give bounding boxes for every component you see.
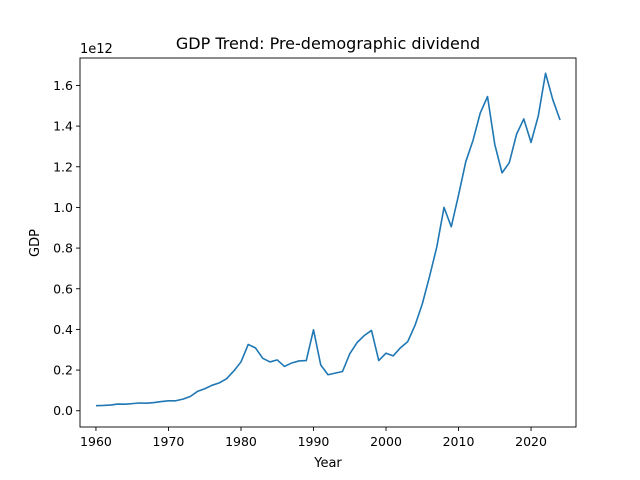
x-tick-label: 2010 bbox=[443, 434, 475, 449]
y-tick-label: 1.6 bbox=[53, 78, 73, 93]
y-axis-offset-label: 1e12 bbox=[80, 42, 113, 57]
x-tick-label: 2020 bbox=[515, 434, 547, 449]
x-axis: 1960 1970 1980 1990 2000 2010 2020 bbox=[80, 427, 547, 449]
y-tick-label: 1.2 bbox=[53, 159, 73, 174]
y-tick-label: 0.8 bbox=[53, 241, 73, 256]
x-axis-title: Year bbox=[313, 456, 342, 471]
y-axis-title: GDP bbox=[28, 229, 43, 257]
series-line-0 bbox=[95, 72, 561, 407]
plot-frame bbox=[79, 57, 577, 428]
y-tick-label: 1.0 bbox=[53, 200, 73, 215]
y-tick-label: 0.2 bbox=[53, 363, 73, 378]
x-tick-label: 1970 bbox=[153, 434, 185, 449]
x-tick-label: 1960 bbox=[80, 434, 112, 449]
x-tick-label: 2000 bbox=[370, 434, 402, 449]
plot-area bbox=[79, 57, 577, 428]
y-tick-label: 1.4 bbox=[53, 119, 73, 134]
chart-title: GDP Trend: Pre-demographic dividend bbox=[176, 34, 480, 53]
y-axis: 0.0 0.2 0.4 0.6 0.8 1.0 1.2 1.4 1.6 bbox=[53, 78, 80, 418]
y-tick-label: 0.4 bbox=[53, 322, 73, 337]
x-tick-label: 1990 bbox=[298, 434, 330, 449]
y-tick-label: 0.0 bbox=[53, 403, 73, 418]
x-tick-label: 1980 bbox=[225, 434, 257, 449]
y-tick-label: 0.6 bbox=[53, 281, 73, 296]
